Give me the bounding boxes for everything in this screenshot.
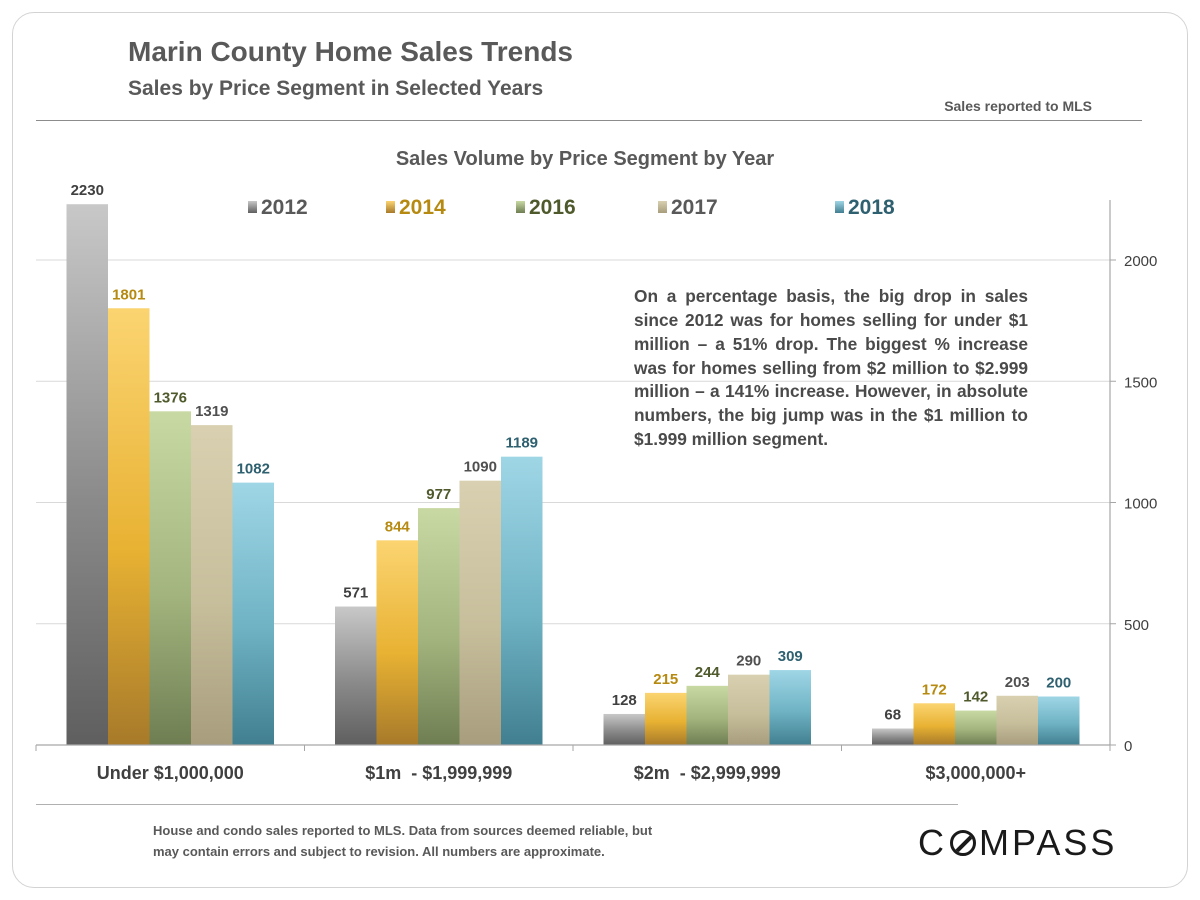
data-label: 977 [426, 486, 451, 503]
data-label: 571 [343, 585, 368, 602]
footer-divider [36, 804, 958, 805]
data-label: 203 [1005, 674, 1030, 691]
legend-item-2018: 2018 [835, 196, 895, 220]
legend-swatch [835, 201, 844, 213]
bar-2018 [501, 456, 543, 745]
x-tick-label: $2m - $2,999,999 [634, 763, 781, 783]
page-title: Marin County Home Sales Trends [128, 36, 573, 67]
legend-item-2012: 2012 [248, 196, 308, 220]
legend-label: 2018 [848, 196, 895, 219]
data-label: 244 [695, 664, 721, 681]
bar-2014 [108, 308, 150, 745]
data-label: 215 [653, 671, 678, 688]
data-label: 1189 [505, 435, 538, 452]
x-tick-label: $3,000,000+ [925, 763, 1026, 783]
data-label: 68 [884, 707, 901, 724]
bar-2012 [872, 728, 914, 745]
data-labels: 2230 1801 1376 1319 1082 571 844 977 1090 1189 128… [71, 182, 1072, 723]
bar-2017 [191, 425, 233, 745]
data-label: 2230 [71, 182, 104, 199]
chart-title: Sales Volume by Price Segment by Year [395, 148, 775, 170]
bar-2017 [996, 695, 1038, 745]
data-label: 200 [1046, 675, 1071, 692]
annotation-text: On a percentage basis, the big drop in s… [634, 286, 1028, 450]
legend-swatch [658, 201, 667, 213]
data-label: 1801 [112, 286, 145, 303]
data-label: 172 [922, 681, 947, 698]
bar-2018 [1038, 696, 1080, 745]
footnote: House and condo sales reported to MLS. D… [153, 821, 652, 863]
y-tick-label: 2000 [1124, 253, 1157, 270]
slide-frame [12, 12, 1188, 888]
bar-2016 [418, 508, 460, 745]
legend-swatch [386, 201, 395, 213]
data-label: 844 [385, 518, 411, 535]
data-label: 290 [736, 653, 761, 670]
compass-logo: C MPASS [918, 822, 1118, 863]
legend-item-2014: 2014 [386, 196, 446, 220]
bars [66, 204, 1080, 746]
bar-2016 [149, 411, 191, 745]
bar-2014 [913, 703, 955, 745]
page-subtitle: Sales by Price Segment in Selected Years [128, 77, 544, 100]
legend-label: 2014 [399, 196, 446, 219]
bar-2017 [728, 674, 770, 745]
bar-2016 [686, 685, 728, 745]
y-tick-label: 500 [1124, 617, 1149, 634]
data-label: 309 [778, 648, 803, 665]
source-note: Sales reported to MLS [944, 98, 1092, 114]
legend-swatch [516, 201, 525, 213]
bar-2012 [66, 204, 108, 746]
bar-2018 [232, 482, 274, 745]
data-label: 1376 [154, 389, 187, 406]
y-tick-label: 1500 [1124, 374, 1157, 391]
bar-2017 [459, 480, 501, 745]
bar-2014 [376, 540, 418, 745]
bar-2018 [769, 670, 811, 745]
footnote-line-2: may contain errors and subject to revisi… [153, 843, 605, 859]
legend-label: 2012 [261, 196, 308, 219]
x-tick-label: Under $1,000,000 [97, 763, 244, 783]
header-divider [36, 120, 1142, 121]
y-tick-label: 1000 [1124, 496, 1157, 513]
data-label: 1090 [464, 459, 497, 476]
y-tick-label: 0 [1124, 738, 1132, 755]
legend-label: 2016 [529, 196, 576, 219]
data-label: 1082 [237, 461, 270, 478]
bar-2012 [335, 606, 377, 745]
footnote-line-1: House and condo sales reported to MLS. D… [153, 823, 653, 838]
data-label: 1319 [195, 403, 228, 420]
legend-swatch [248, 201, 257, 213]
legend-item-2016: 2016 [516, 196, 576, 220]
x-tick-label: $1m - $1,999,999 [365, 763, 512, 783]
legend-item-2017: 2017 [658, 196, 718, 220]
data-label: 142 [963, 689, 988, 706]
bar-2014 [645, 692, 687, 745]
bar-2016 [955, 710, 997, 745]
bar-2012 [603, 713, 645, 745]
axes: 0 500 1000 1500 2000 Under $1,000,000 $1m - $1… [35, 200, 1157, 783]
legend-label: 2017 [671, 196, 718, 219]
data-label: 128 [612, 692, 637, 709]
